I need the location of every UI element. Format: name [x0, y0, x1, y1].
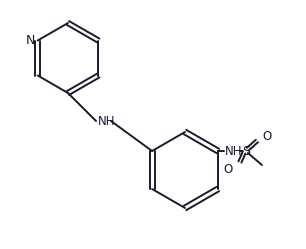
- Text: N: N: [26, 34, 35, 47]
- Text: NH: NH: [225, 144, 242, 158]
- Text: NH: NH: [98, 115, 115, 127]
- Text: O: O: [224, 163, 233, 176]
- Text: S: S: [242, 144, 250, 158]
- Text: O: O: [262, 129, 271, 142]
